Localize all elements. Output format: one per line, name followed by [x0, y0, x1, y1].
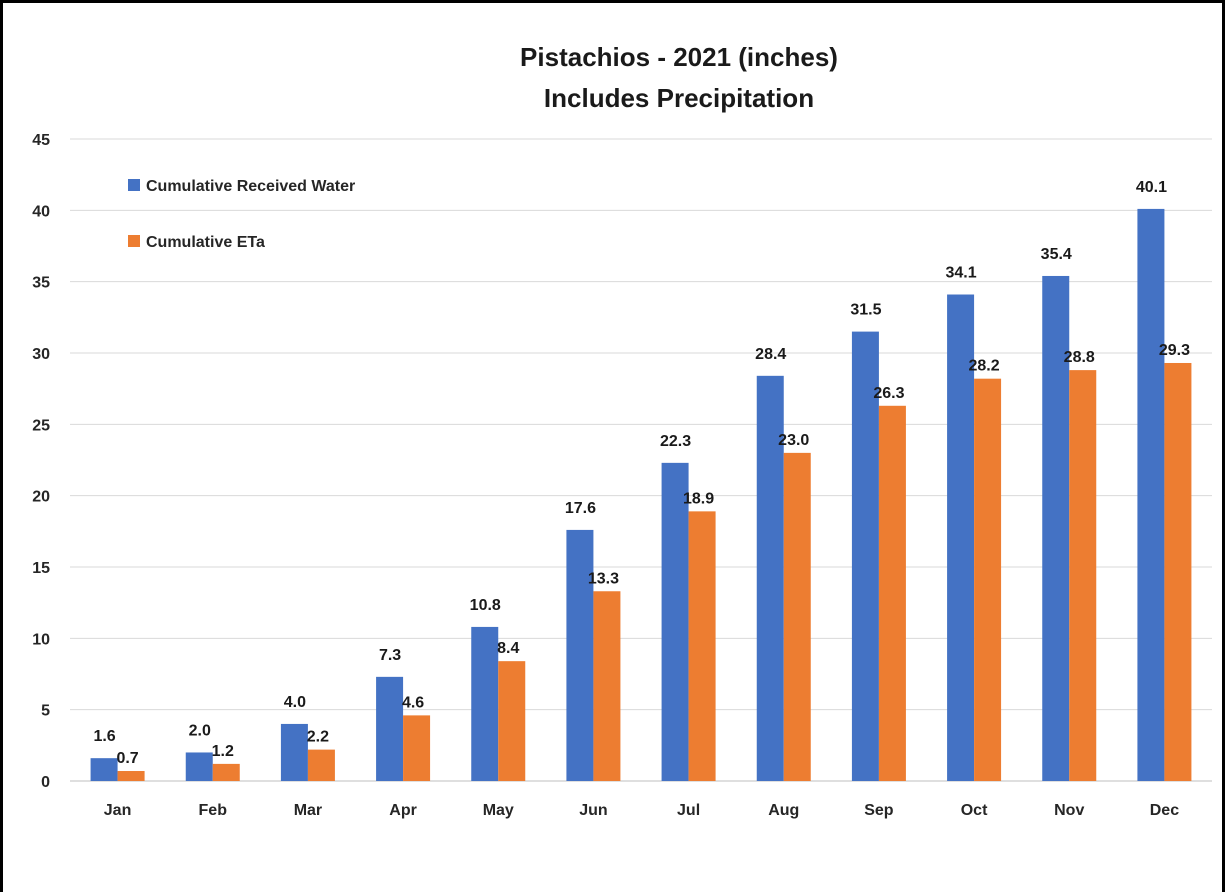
x-tick-label: Apr: [389, 802, 417, 819]
x-axis-ticks: Jan Feb Mar Apr May Jun Jul Aug Sep Oct Nov Dec: [104, 802, 1179, 819]
data-label-eta: 0.7: [116, 750, 138, 767]
y-tick-label: 0: [41, 774, 50, 791]
data-label-eta: 28.2: [969, 358, 1000, 375]
gridlines: [70, 138, 1212, 782]
data-label-eta: 28.8: [1064, 349, 1095, 366]
bar-eta: [498, 661, 526, 781]
data-label-received-water: 17.6: [565, 500, 596, 517]
data-label-eta: 2.2: [307, 729, 329, 746]
bar-received-water: [566, 529, 594, 781]
x-tick-label: Nov: [1054, 802, 1084, 819]
x-tick-label: Oct: [961, 802, 988, 819]
legend-label-eta: Cumulative ETa: [146, 234, 265, 251]
data-label-received-water: 10.8: [470, 597, 501, 614]
x-tick-label: Jun: [579, 802, 607, 819]
y-tick-label: 25: [32, 417, 50, 434]
data-label-received-water: 4.0: [284, 694, 306, 711]
chart-title: Pistachios - 2021 (inches): [520, 42, 838, 72]
data-label-eta: 13.3: [588, 570, 619, 587]
bar-eta: [403, 715, 431, 781]
data-label-eta: 29.3: [1159, 342, 1190, 359]
data-label-eta: 23.0: [778, 432, 809, 449]
y-tick-label: 15: [32, 560, 50, 577]
data-label-received-water: 31.5: [850, 302, 881, 319]
y-tick-label: 30: [32, 346, 50, 363]
x-tick-label: Dec: [1150, 802, 1179, 819]
bar-received-water: [947, 294, 975, 781]
data-label-received-water: 2.0: [189, 722, 211, 739]
data-label-received-water: 22.3: [660, 433, 691, 450]
bar-eta: [783, 452, 811, 781]
y-tick-label: 40: [32, 203, 50, 220]
legend: Cumulative Received Water Cumulative ETa: [128, 178, 355, 251]
data-label-received-water: 28.4: [755, 346, 786, 363]
y-tick-label: 20: [32, 489, 50, 506]
bar-received-water: [661, 462, 689, 781]
x-tick-label: Aug: [768, 802, 799, 819]
x-tick-label: Jan: [104, 802, 132, 819]
y-axis-ticks: 0 5 10 15 20 25 30 35 40 45: [32, 132, 50, 791]
bars: [90, 208, 1192, 781]
bar-eta: [688, 511, 716, 781]
y-tick-label: 5: [41, 703, 50, 720]
bar-received-water: [851, 331, 879, 781]
bar-eta: [593, 591, 621, 781]
y-tick-label: 10: [32, 631, 50, 648]
data-label-received-water: 1.6: [93, 728, 115, 745]
bar-received-water: [756, 375, 784, 781]
x-tick-label: May: [483, 802, 514, 819]
x-tick-label: Sep: [864, 802, 894, 819]
legend-swatch-eta: [128, 235, 140, 247]
data-label-eta: 18.9: [683, 490, 714, 507]
x-tick-label: Mar: [294, 802, 322, 819]
data-label-eta: 1.2: [212, 743, 234, 760]
bar-received-water: [280, 723, 308, 781]
bar-eta: [878, 405, 906, 781]
legend-swatch-received-water: [128, 179, 140, 191]
data-labels: 1.60.7 2.01.2 4.0 2.2 7.3 4.6 10.8 8.4 17.6 13.3 2…: [93, 179, 1190, 767]
bar-received-water: [471, 626, 499, 781]
bar-eta: [974, 378, 1002, 781]
data-label-received-water: 7.3: [379, 647, 401, 664]
bar-received-water: [1137, 208, 1165, 781]
bar-received-water: [376, 676, 404, 781]
bar-received-water: [185, 752, 213, 781]
data-label-received-water: 35.4: [1041, 246, 1072, 263]
data-label-received-water: 34.1: [946, 265, 977, 282]
data-label-eta: 8.4: [497, 640, 519, 657]
bar-eta: [1069, 370, 1097, 781]
bar-eta: [117, 771, 145, 781]
y-tick-label: 35: [32, 275, 50, 292]
bar-eta: [1164, 362, 1192, 781]
bar-received-water: [1042, 275, 1070, 781]
data-label-received-water: 40.1: [1136, 179, 1167, 196]
data-label-eta: 4.6: [402, 694, 424, 711]
bar-received-water: [90, 758, 118, 781]
legend-label-received-water: Cumulative Received Water: [146, 178, 355, 195]
x-tick-label: Feb: [199, 802, 228, 819]
x-tick-label: Jul: [677, 802, 700, 819]
bar-eta: [212, 763, 240, 781]
bar-eta: [307, 749, 335, 781]
data-label-eta: 26.3: [873, 385, 904, 402]
chart-subtitle: Includes Precipitation: [544, 83, 814, 113]
y-tick-label: 45: [32, 132, 50, 149]
